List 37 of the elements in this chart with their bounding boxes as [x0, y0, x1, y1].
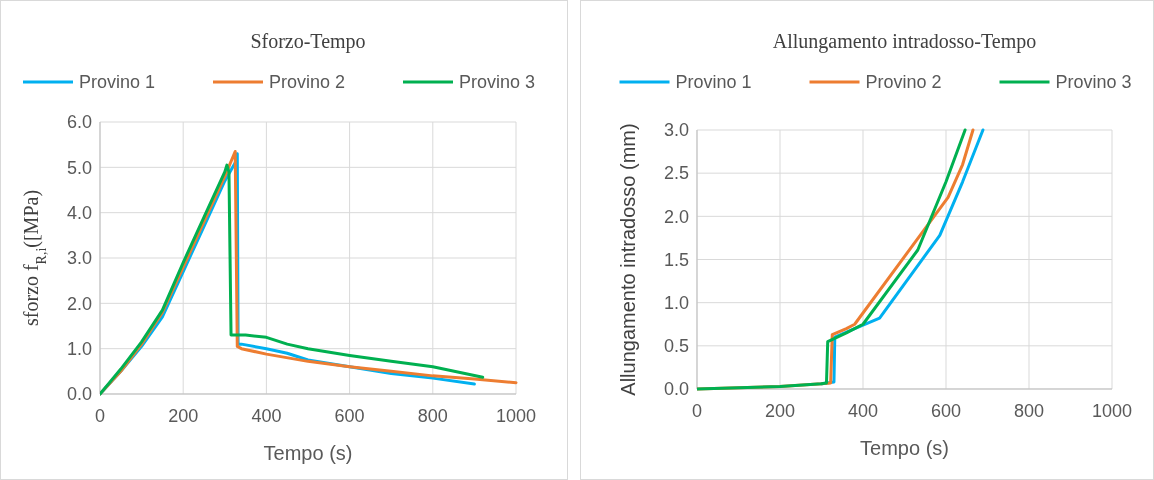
y-tick-label: 3.0 [663, 120, 689, 141]
x-tick-label: 600 [334, 406, 365, 426]
y-tick-label: 2.0 [66, 293, 92, 314]
y-tick-label: 0.0 [66, 384, 92, 405]
x-tick-label: 600 [930, 401, 962, 421]
legend-label: Provino 3 [1055, 72, 1132, 93]
y-tick-label: 6.0 [66, 112, 92, 133]
y-tick-label: 1.0 [663, 292, 689, 313]
x-axis-title: Tempo (s) [263, 442, 353, 464]
y-tick-label: 4.0 [66, 202, 92, 223]
x-tick-label: 1000 [1091, 401, 1133, 421]
y-tick-label: 1.5 [663, 249, 689, 270]
x-tick-label: 1000 [495, 406, 537, 426]
y-axis-title: Allungamento intradosso (mm) [617, 123, 639, 396]
y-tick-label: 0.5 [663, 336, 689, 357]
y-tick-label: 2.0 [663, 206, 689, 227]
x-tick-label: 0 [691, 401, 703, 421]
x-tick-label: 400 [847, 401, 879, 421]
legend-label: Provino 2 [269, 72, 346, 93]
x-tick-label: 200 [168, 406, 199, 426]
x-tick-label: 800 [1013, 401, 1045, 421]
x-tick-label: 0 [94, 406, 106, 426]
chart-title: Sforzo-Tempo [250, 30, 366, 53]
x-axis-title: Tempo (s) [860, 437, 949, 459]
y-tick-label: 1.0 [66, 338, 92, 359]
y-tick-label: 3.0 [66, 248, 92, 269]
y-tick-label: 0.0 [663, 379, 689, 400]
legend-label: Provino 1 [675, 72, 752, 93]
x-tick-label: 800 [417, 406, 448, 426]
x-tick-label: 200 [764, 401, 796, 421]
legend-label: Provino 1 [79, 72, 156, 93]
chart-title: Allungamento intradosso-Tempo [772, 30, 1037, 53]
legend-label: Provino 3 [459, 72, 536, 93]
y-tick-label: 2.5 [663, 163, 689, 184]
legend-label: Provino 2 [865, 72, 942, 93]
x-tick-label: 400 [251, 406, 282, 426]
y-tick-label: 5.0 [66, 157, 92, 178]
